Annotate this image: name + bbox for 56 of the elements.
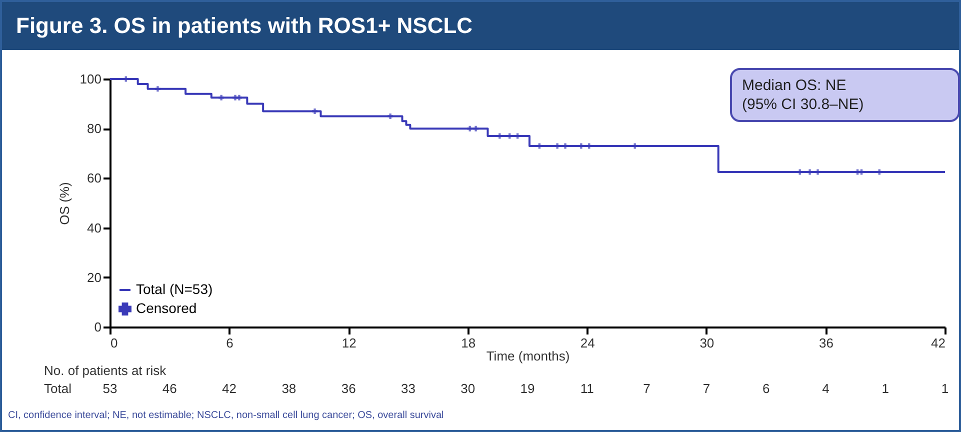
x-axis-title: Time (months)	[486, 348, 570, 364]
text: 42	[222, 381, 237, 396]
x-tick-label: 24	[580, 336, 595, 350]
point	[578, 143, 584, 149]
y-tick-label: 40	[87, 220, 102, 236]
point	[514, 133, 520, 139]
point	[467, 126, 473, 132]
x-tick-label: 0	[110, 336, 118, 350]
legend-label: Total (N=53)	[136, 281, 213, 297]
point	[312, 108, 318, 114]
point	[496, 133, 502, 139]
x-tick-label: 6	[226, 336, 234, 350]
text: 4	[822, 381, 830, 396]
chart-title: Figure 3. OS in patients with ROS1+ NSCLC	[2, 2, 959, 50]
text: 19	[520, 381, 535, 396]
point	[154, 86, 160, 92]
point	[218, 94, 224, 100]
point	[536, 143, 542, 149]
callout-box: Median OS: NE (95% CI 30.8–NE)	[730, 68, 960, 122]
y-tick-label: 60	[87, 170, 102, 186]
point	[388, 113, 394, 119]
point	[632, 143, 638, 149]
point	[586, 143, 592, 149]
point	[506, 133, 512, 139]
x-tick-label: 30	[700, 336, 714, 350]
text: 7	[643, 381, 650, 396]
text: 46	[162, 381, 177, 396]
x-tick-label: 12	[342, 336, 356, 350]
x-tick-label: 36	[818, 336, 834, 350]
text: No. of patients at risk	[44, 363, 167, 378]
legend-label: Censored	[136, 300, 197, 316]
point	[236, 94, 242, 100]
text: 11	[580, 381, 594, 396]
text: 30	[460, 381, 476, 396]
text: 53	[102, 381, 118, 396]
text: 1	[882, 381, 889, 396]
point	[807, 169, 813, 175]
x-tick-label: 18	[461, 336, 476, 350]
text: CI, confidence interval; NE, not estimable; NSCLC, non-small cell lung cancer; OS, overall survival	[8, 410, 444, 421]
text: 7	[702, 381, 710, 396]
y-axis-title: OS (%)	[56, 182, 72, 225]
point	[554, 143, 560, 149]
text: 6	[762, 381, 770, 396]
point	[562, 143, 568, 149]
text: 1	[941, 381, 949, 396]
text: Total	[44, 381, 72, 396]
x-tick-label: 42	[931, 336, 946, 350]
y-tick-label: 0	[94, 320, 102, 334]
point	[473, 126, 479, 132]
text: 38	[282, 381, 296, 396]
y-tick-label: 100	[80, 72, 102, 86]
y-tick-label: 80	[87, 121, 102, 136]
point	[815, 169, 820, 175]
text: 33	[400, 381, 416, 396]
text: 36	[341, 381, 356, 396]
y-tick-label: 20	[87, 270, 102, 285]
